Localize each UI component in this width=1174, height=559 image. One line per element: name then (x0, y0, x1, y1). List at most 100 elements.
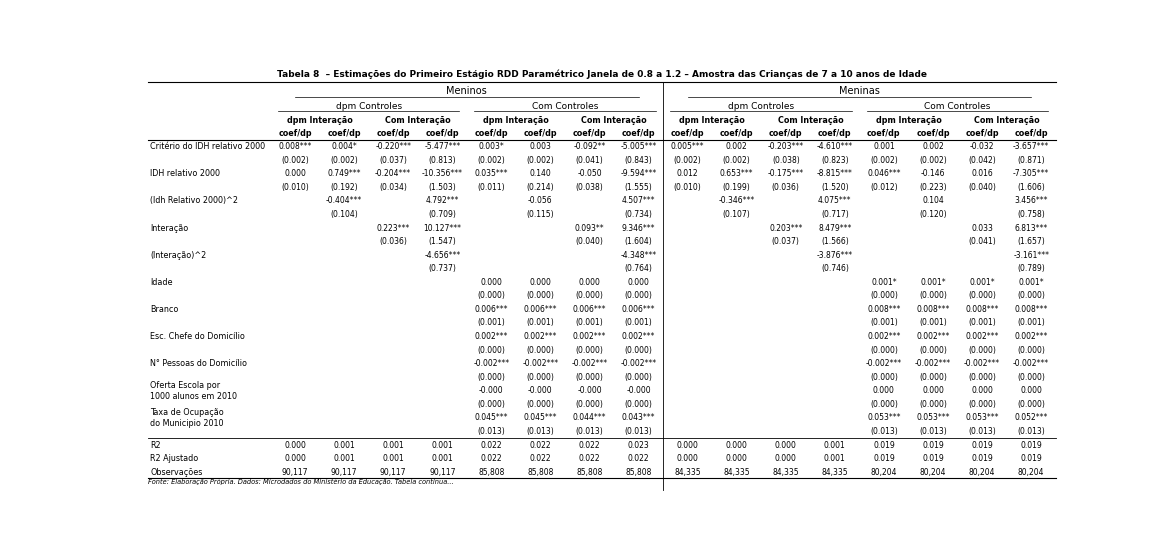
Text: R2: R2 (150, 440, 161, 449)
Text: (0.000): (0.000) (625, 345, 653, 354)
Text: (0.000): (0.000) (575, 373, 603, 382)
Text: (0.000): (0.000) (478, 291, 505, 300)
Text: 0.104: 0.104 (922, 196, 944, 205)
Text: (0.013): (0.013) (526, 427, 554, 436)
Text: Com Interação: Com Interação (973, 116, 1039, 125)
Text: coef/dp: coef/dp (769, 129, 803, 138)
Text: (0.000): (0.000) (526, 345, 554, 354)
Text: 0.000: 0.000 (971, 386, 993, 395)
Text: 0.000: 0.000 (726, 440, 748, 449)
Text: Tabela 8  – Estimações do Primeiro Estágio RDD Paramétrico Janela de 0.8 a 1.2 –: Tabela 8 – Estimações do Primeiro Estági… (277, 69, 926, 79)
Text: 0.001: 0.001 (873, 142, 895, 151)
Text: 0.022: 0.022 (480, 440, 502, 449)
Text: 0.002: 0.002 (922, 142, 944, 151)
Text: (0.038): (0.038) (575, 183, 603, 192)
Text: 0.019: 0.019 (922, 440, 944, 449)
Text: (0.000): (0.000) (526, 291, 554, 300)
Text: 0.008***: 0.008*** (868, 305, 900, 314)
Text: (0.013): (0.013) (919, 427, 947, 436)
Text: 85,808: 85,808 (478, 468, 505, 477)
Text: (0.011): (0.011) (478, 183, 505, 192)
Text: 85,808: 85,808 (527, 468, 554, 477)
Text: 80,204: 80,204 (871, 468, 897, 477)
Text: 0.000: 0.000 (579, 278, 600, 287)
Text: (0.001): (0.001) (870, 319, 898, 328)
Text: coef/dp: coef/dp (818, 129, 851, 138)
Text: (0.013): (0.013) (1018, 427, 1045, 436)
Text: 0.053***: 0.053*** (868, 414, 900, 423)
Text: 84,335: 84,335 (822, 468, 848, 477)
Text: (0.000): (0.000) (1017, 373, 1045, 382)
Text: (0.000): (0.000) (575, 400, 603, 409)
Text: (0.000): (0.000) (526, 400, 554, 409)
Text: 0.019: 0.019 (922, 454, 944, 463)
Text: 0.653***: 0.653*** (720, 169, 754, 178)
Text: dpm Controles: dpm Controles (336, 102, 402, 111)
Text: (0.107): (0.107) (723, 210, 750, 219)
Text: 0.000: 0.000 (1020, 386, 1043, 395)
Text: (0.001): (0.001) (575, 319, 603, 328)
Text: 90,117: 90,117 (380, 468, 406, 477)
Text: -0.002***: -0.002*** (1013, 359, 1050, 368)
Text: (0.036): (0.036) (379, 237, 407, 246)
Text: -0.000: -0.000 (479, 386, 504, 395)
Text: 0.001: 0.001 (431, 454, 453, 463)
Text: (0.002): (0.002) (478, 155, 505, 165)
Text: -0.002***: -0.002*** (473, 359, 510, 368)
Text: (0.000): (0.000) (625, 400, 653, 409)
Text: -3.161***: -3.161*** (1013, 250, 1050, 259)
Text: 0.002***: 0.002*** (474, 332, 508, 341)
Text: (0.000): (0.000) (919, 373, 947, 382)
Text: (0.115): (0.115) (527, 210, 554, 219)
Text: (0.120): (0.120) (919, 210, 946, 219)
Text: (0.823): (0.823) (821, 155, 849, 165)
Text: 0.003*: 0.003* (479, 142, 504, 151)
Text: -3.876***: -3.876*** (817, 250, 853, 259)
Text: (0.000): (0.000) (870, 291, 898, 300)
Text: Com Controles: Com Controles (924, 102, 991, 111)
Text: (1.520): (1.520) (821, 183, 849, 192)
Text: (0.813): (0.813) (429, 155, 456, 165)
Text: (0.737): (0.737) (429, 264, 457, 273)
Text: (0.002): (0.002) (526, 155, 554, 165)
Text: (0.000): (0.000) (478, 345, 505, 354)
Text: -0.203***: -0.203*** (768, 142, 804, 151)
Text: (Idh Relativo 2000)^2: (Idh Relativo 2000)^2 (150, 196, 238, 205)
Text: 0.000: 0.000 (726, 454, 748, 463)
Text: (0.000): (0.000) (1017, 400, 1045, 409)
Text: 0.000: 0.000 (529, 278, 552, 287)
Text: 0.001: 0.001 (824, 440, 845, 449)
Text: 0.002: 0.002 (726, 142, 748, 151)
Text: 0.000: 0.000 (676, 440, 699, 449)
Text: -0.220***: -0.220*** (376, 142, 411, 151)
Text: -8.815***: -8.815*** (817, 169, 852, 178)
Text: Com Interação: Com Interação (581, 116, 647, 125)
Text: 0.019: 0.019 (1020, 440, 1043, 449)
Text: (0.104): (0.104) (330, 210, 358, 219)
Text: (0.746): (0.746) (821, 264, 849, 273)
Text: (0.000): (0.000) (969, 373, 996, 382)
Text: 90,117: 90,117 (282, 468, 309, 477)
Text: 0.019: 0.019 (1020, 454, 1043, 463)
Text: -0.000: -0.000 (528, 386, 553, 395)
Text: (0.001): (0.001) (625, 319, 653, 328)
Text: -9.594***: -9.594*** (620, 169, 656, 178)
Text: 80,204: 80,204 (969, 468, 996, 477)
Text: (0.013): (0.013) (625, 427, 653, 436)
Text: (0.001): (0.001) (919, 319, 947, 328)
Text: (0.013): (0.013) (870, 427, 898, 436)
Text: (0.037): (0.037) (771, 237, 799, 246)
Text: 0.019: 0.019 (873, 454, 895, 463)
Text: 0.045***: 0.045*** (524, 414, 558, 423)
Text: -0.056: -0.056 (528, 196, 553, 205)
Text: (0.000): (0.000) (575, 291, 603, 300)
Text: -0.002***: -0.002*** (572, 359, 607, 368)
Text: 0.052***: 0.052*** (1014, 414, 1048, 423)
Text: Meninos: Meninos (446, 86, 487, 96)
Text: (1.547): (1.547) (429, 237, 457, 246)
Text: (0.040): (0.040) (969, 183, 996, 192)
Text: (0.041): (0.041) (575, 155, 603, 165)
Text: 0.006***: 0.006*** (524, 305, 558, 314)
Text: 0.000: 0.000 (480, 278, 502, 287)
Text: (0.000): (0.000) (1017, 345, 1045, 354)
